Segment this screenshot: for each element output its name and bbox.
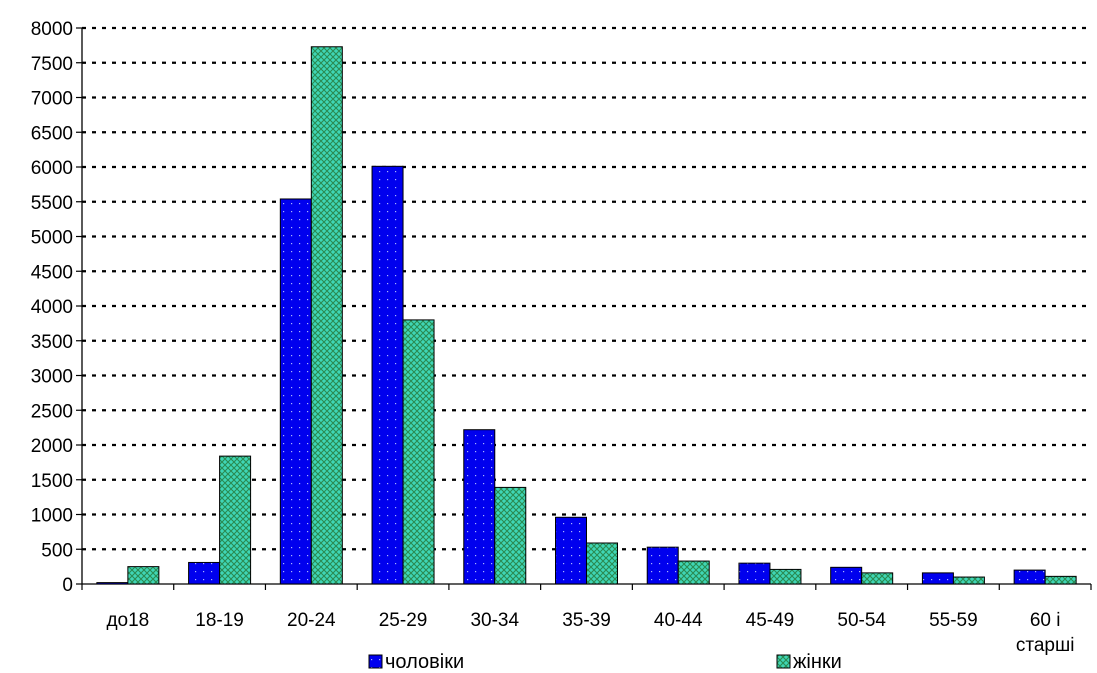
bar-male-5 xyxy=(555,516,587,585)
bar-male-1 xyxy=(188,561,221,585)
grid-lines xyxy=(82,26,1091,551)
y-tick-label: 4500 xyxy=(31,262,73,283)
bar-female-10 xyxy=(1044,575,1077,585)
x-tick-label: 18-19 xyxy=(195,610,244,631)
legend-swatch-female xyxy=(776,654,791,669)
y-tick-label: 3500 xyxy=(31,332,73,353)
bar-female-4 xyxy=(494,486,527,585)
y-tick-label: 1500 xyxy=(31,471,73,492)
bar-male-6 xyxy=(646,546,679,585)
bar-female-7 xyxy=(769,568,802,585)
bar-male-9 xyxy=(921,572,954,585)
x-tick-label: 45-49 xyxy=(746,610,795,631)
y-tick-label: 500 xyxy=(41,540,73,561)
bar-female-9 xyxy=(952,576,985,585)
bar-male-4 xyxy=(463,429,496,585)
bar-male-3 xyxy=(371,165,404,585)
y-tick-label: 6000 xyxy=(31,158,73,179)
x-tick-label: 40-44 xyxy=(654,610,703,631)
y-tick-label: 1000 xyxy=(31,506,73,527)
x-tick-label: 50-54 xyxy=(837,610,886,631)
bar-female-0 xyxy=(127,566,160,585)
bar-female-8 xyxy=(861,572,894,585)
bars xyxy=(96,46,1077,585)
bar-female-1 xyxy=(219,455,252,585)
y-tick-label: 7500 xyxy=(31,54,73,75)
x-tick-label: 35-39 xyxy=(562,610,611,631)
x-tick-label: 55-59 xyxy=(929,610,978,631)
y-tick-label: 6500 xyxy=(31,123,73,144)
y-tick-label: 3000 xyxy=(31,367,73,388)
legend: чоловіки жінки xyxy=(368,651,842,673)
x-tick-label: 30-34 xyxy=(470,610,519,631)
y-tick-labels: 0 500 1000 1500 2000 2500 3000 3500 4000 4500 5000… xyxy=(31,19,73,596)
x-tick-labels: до18 18-19 20-24 25-29 30-34 35-39 40-44 45-49 5… xyxy=(106,610,1074,656)
y-tick-label: 5500 xyxy=(31,193,73,214)
bar-male-7 xyxy=(738,562,771,585)
bar-female-2 xyxy=(310,46,343,585)
x-tick-label: 60 і старші xyxy=(1016,610,1075,656)
y-tick-label: 7000 xyxy=(31,89,73,110)
x-tick-label: 25-29 xyxy=(379,610,428,631)
x-tick-label: до18 xyxy=(106,610,149,631)
y-tick-label: 4000 xyxy=(31,297,73,318)
legend-label-male: чоловіки xyxy=(385,651,464,673)
bar-female-5 xyxy=(586,542,618,585)
y-tick-label: 2500 xyxy=(31,401,73,422)
x-tick-label: 20-24 xyxy=(287,610,336,631)
y-tick-label: 5000 xyxy=(31,228,73,249)
bar-male-2 xyxy=(279,198,312,585)
y-tick-label: 2000 xyxy=(31,436,73,457)
legend-label-female: жінки xyxy=(793,651,842,673)
bar-male-10 xyxy=(1013,569,1046,585)
y-tick-label: 0 xyxy=(62,575,73,596)
bar-male-0 xyxy=(96,582,129,585)
bar-female-3 xyxy=(402,319,435,585)
bar-male-8 xyxy=(830,566,863,585)
bar-female-6 xyxy=(677,560,710,585)
legend-swatch-male xyxy=(368,654,383,669)
y-tick-label: 8000 xyxy=(31,19,73,40)
